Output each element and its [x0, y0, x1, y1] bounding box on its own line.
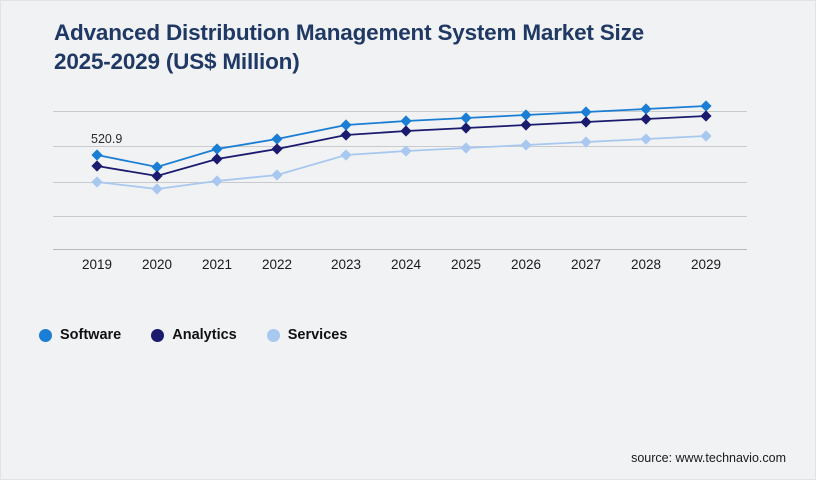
x-axis-tick-2020: 2020 — [141, 257, 173, 272]
legend-item-analytics[interactable]: Analytics — [151, 327, 237, 343]
marker-software-2028[interactable] — [640, 103, 652, 115]
marker-analytics-2028[interactable] — [640, 113, 652, 125]
marker-software-2025[interactable] — [460, 112, 472, 124]
x-axis-tick-2022: 2022 — [261, 257, 293, 272]
legend-label: Software — [60, 327, 122, 343]
marker-software-2020[interactable] — [151, 161, 163, 173]
series-line-analytics — [96, 115, 707, 177]
marker-analytics-2024[interactable] — [400, 125, 412, 137]
marker-software-2022[interactable] — [271, 133, 283, 145]
legend-dot-icon — [39, 328, 52, 342]
marker-services-2029[interactable] — [700, 130, 712, 142]
marker-analytics-2025[interactable] — [460, 122, 472, 134]
marker-services-2024[interactable] — [400, 145, 412, 157]
series-layer — [91, 100, 712, 195]
legend-dot-icon — [151, 328, 165, 342]
marker-analytics-2021[interactable] — [211, 153, 223, 165]
marker-analytics-2023[interactable] — [340, 129, 352, 141]
x-axis-labels: 2019 2020 2021 2022 2023 2024 2025 2026 2027 2028… — [53, 257, 747, 277]
marker-services-2022[interactable] — [271, 169, 283, 181]
marker-analytics-2019[interactable] — [91, 160, 103, 172]
marker-analytics-2022[interactable] — [271, 143, 283, 155]
series-line-software — [96, 105, 707, 168]
marker-software-2027[interactable] — [580, 106, 592, 118]
marker-software-2023[interactable] — [340, 119, 352, 131]
gridline — [53, 146, 747, 147]
chart-title: Advanced Distribution Management System … — [54, 20, 644, 74]
marker-services-2025[interactable] — [460, 142, 472, 154]
source-attribution: source: www.technavio.com — [631, 451, 786, 465]
marker-services-2023[interactable] — [340, 149, 352, 161]
marker-analytics-2026[interactable] — [520, 119, 532, 131]
x-axis-line — [53, 249, 747, 250]
marker-services-2028[interactable] — [640, 133, 652, 145]
legend-item-software[interactable]: Software — [39, 327, 121, 343]
series-software — [91, 100, 712, 173]
marker-software-2026[interactable] — [520, 109, 532, 121]
x-axis-tick-2023: 2023 — [330, 257, 362, 272]
series-line-services — [96, 135, 707, 190]
gridline — [53, 111, 747, 112]
marker-software-2019[interactable] — [91, 149, 103, 161]
legend-dot-icon — [266, 328, 280, 342]
marker-analytics-2027[interactable] — [580, 116, 592, 128]
marker-software-2024[interactable] — [400, 115, 412, 127]
x-axis-tick-2024: 2024 — [390, 257, 422, 272]
marker-services-2026[interactable] — [520, 139, 532, 151]
x-axis-tick-2027: 2027 — [570, 257, 602, 272]
legend-label: Analytics — [172, 327, 237, 343]
marker-services-2027[interactable] — [580, 136, 592, 148]
marker-services-2019[interactable] — [91, 176, 103, 188]
gridline — [53, 216, 747, 217]
x-axis-tick-2019: 2019 — [81, 257, 113, 272]
x-axis-tick-2028: 2028 — [630, 257, 662, 272]
x-axis-tick-2021: 2021 — [201, 257, 233, 272]
chart-legend: Software Analytics Services — [39, 324, 377, 346]
data-label-software-2019: 520.9 — [91, 132, 123, 146]
x-axis-tick-2025: 2025 — [450, 257, 482, 272]
gridline — [53, 182, 747, 183]
plot-area — [53, 100, 747, 251]
x-axis-tick-2029: 2029 — [690, 257, 722, 272]
series-services — [91, 130, 712, 195]
x-axis-tick-2026: 2026 — [510, 257, 542, 272]
marker-analytics-2029[interactable] — [700, 110, 712, 122]
marker-services-2021[interactable] — [211, 175, 223, 187]
legend-label: Services — [287, 327, 348, 343]
marker-analytics-2020[interactable] — [151, 170, 163, 182]
marker-services-2020[interactable] — [151, 183, 163, 195]
marker-software-2021[interactable] — [211, 143, 223, 155]
legend-item-services[interactable]: Services — [266, 327, 348, 343]
marker-software-2029[interactable] — [700, 100, 712, 112]
